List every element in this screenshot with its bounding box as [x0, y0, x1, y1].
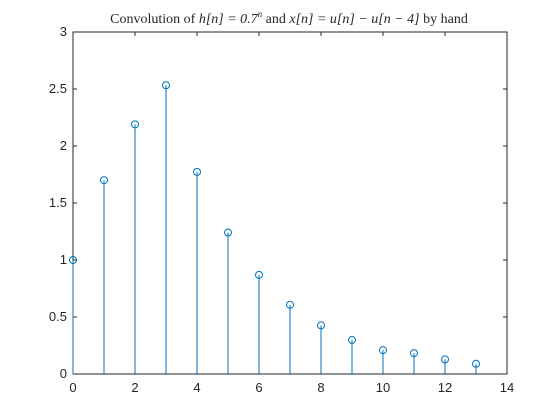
- stem-marker: [317, 321, 325, 330]
- plot-area: 0 2 4 6 8 10 12 14 0 0.5 1 1.5 2 2.5 3: [49, 24, 514, 395]
- stem-marker: [410, 349, 418, 358]
- y-tick-label: 1: [60, 252, 67, 267]
- title-x-term: x[n] = u[n] − u[n − 4]: [288, 12, 419, 27]
- title-suffix: by hand: [420, 12, 468, 27]
- stem-marker: [286, 300, 294, 309]
- chart-title: Convolution of h[n] = 0.7n and x[n] = u[…: [110, 9, 468, 27]
- stem-marker: [441, 355, 449, 364]
- x-tick-label: 0: [69, 380, 76, 395]
- stem-marker: [193, 167, 201, 176]
- stem-marker: [379, 346, 387, 355]
- x-tick-label: 12: [438, 380, 452, 395]
- title-middle: and: [262, 12, 289, 27]
- x-tick-label: 8: [317, 380, 324, 395]
- stem-marker: [348, 336, 356, 345]
- stem-marker: [131, 120, 139, 129]
- y-tick-label: 0.5: [49, 309, 67, 324]
- x-tick-label: 10: [376, 380, 390, 395]
- stem-marker: [69, 256, 77, 264]
- y-tick-label: 2: [60, 138, 67, 153]
- stem-marker: [224, 228, 232, 237]
- stem-marker: [100, 176, 108, 185]
- stem-marker: [162, 81, 170, 90]
- x-tick-label: 4: [193, 380, 200, 395]
- title-prefix: Convolution of: [110, 12, 199, 27]
- y-tick-label: 3: [60, 24, 67, 39]
- title-h-exponent: n: [258, 9, 263, 19]
- title-h-term: h[n] = 0.7: [199, 12, 259, 27]
- x-tick-label: 2: [131, 380, 138, 395]
- stem-marker: [472, 359, 480, 368]
- y-tick-label: 2.5: [49, 81, 67, 96]
- x-tick-label: 14: [500, 380, 514, 395]
- x-tick-label: 6: [255, 380, 262, 395]
- stem-marker: [255, 270, 263, 279]
- y-tick-label: 0: [60, 366, 67, 381]
- y-tick-label: 1.5: [49, 195, 67, 210]
